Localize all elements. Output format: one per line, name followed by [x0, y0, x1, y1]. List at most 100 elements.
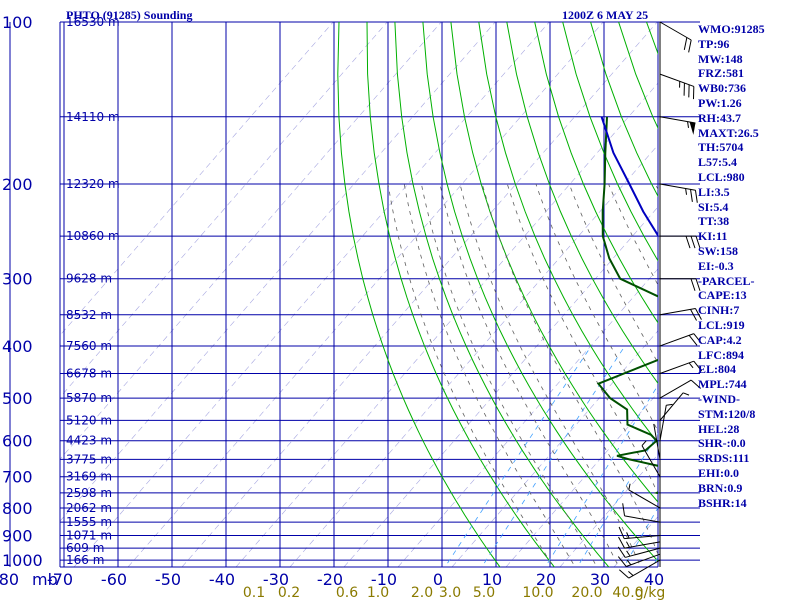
height-label: 166 m [66, 553, 104, 567]
wind-barb [659, 73, 695, 100]
moist-adiabat [459, 183, 642, 567]
station-title: PHTO (91285) Sounding [66, 8, 193, 22]
height-label: 8532 m [66, 308, 112, 322]
wind-barb-staff [659, 183, 696, 191]
pressure-tick-label: 1000 [2, 551, 43, 570]
height-label: 2062 m [66, 501, 112, 515]
index-value: SW:158 [698, 244, 739, 258]
dry-adiabat [478, 22, 658, 444]
vertical-gridlines [9, 22, 659, 567]
isotherm [289, 144, 658, 567]
temperature-tick-label: 40 [644, 570, 664, 589]
mixing-ratio-lines [444, 345, 658, 567]
height-labels: 16530 m 14110 m 12320 m 10860 m 9628 m 8532 m… [66, 15, 120, 567]
mixing-ratio-label: 3.0 [439, 585, 461, 600]
wind-barb [660, 278, 701, 291]
wind-barb-half [688, 362, 694, 369]
index-value: EI:-0.3 [698, 258, 734, 273]
moist-adiabat [535, 183, 658, 432]
pressure-tick-label: 200 [2, 175, 33, 194]
moist-adiabat [481, 183, 658, 556]
wind-barb-half [682, 392, 690, 396]
mixing-ratio-label: 5.0 [473, 585, 495, 600]
height-label: 16530 m [66, 15, 120, 29]
wind-barb-half [628, 571, 634, 576]
temperature-tick-label: 10 [482, 570, 502, 589]
index-value: MPL:744 [698, 377, 747, 392]
wind-barb [659, 392, 690, 421]
height-label: 10860 m [66, 229, 120, 243]
isotherm [127, 22, 604, 567]
mixing-ratio-line [576, 432, 658, 567]
index-value: SI:5.4 [698, 199, 729, 214]
temperature-tick-label: -20 [317, 570, 343, 589]
wind-barb-full [618, 526, 625, 539]
wind-barb-staff [628, 489, 661, 509]
mixing-ratio-label: 40.0 [612, 585, 643, 600]
wind-barb [659, 183, 698, 203]
wind-barb-full [622, 503, 626, 516]
moist-adiabat [403, 183, 576, 567]
index-value: BRN:0.9 [698, 480, 743, 495]
index-value: TH:5704 [698, 140, 744, 155]
dry-adiabat [450, 22, 658, 503]
moist-adiabat [506, 183, 658, 495]
wind-barb [617, 546, 661, 558]
wind-barb [659, 379, 701, 399]
x-axis-unit-label: mb [32, 570, 58, 589]
height-label: 1071 m [66, 528, 112, 542]
wind-barb-staff [653, 423, 661, 460]
pressure-tick-label: 300 [2, 270, 33, 289]
index-value: FRZ:581 [698, 66, 744, 81]
wind-barb-full [693, 360, 703, 372]
dry-adiabat [786, 22, 800, 572]
mixing-ratio-labels: 0.1 0.2 0.6 1.0 2.0 3.0 5.0 10.0 20.0 40.0g/kg [243, 585, 665, 600]
wind-barb-half [687, 121, 689, 128]
wind-barb [659, 403, 673, 441]
dry-adiabat [506, 22, 658, 385]
isotherm [73, 22, 550, 567]
wind-barb [628, 483, 661, 509]
height-label: 3169 m [66, 470, 112, 484]
temperature-axis-labels: mb -80 -70 -60 -50 -40 -30 -20 -10 0 10 20 30 40 [0, 570, 664, 589]
index-value: HEL:28 [698, 421, 740, 436]
pressure-tick-label: 900 [2, 526, 33, 545]
dry-adiabat [394, 22, 610, 567]
pressure-gridlines [59, 21, 700, 568]
wind-barb-staff [625, 547, 661, 558]
index-value: LCL:980 [698, 170, 745, 184]
wind-barb [619, 559, 661, 579]
temperature-tick-label: -50 [155, 570, 181, 589]
wind-barb [660, 235, 701, 249]
isotherm [451, 330, 658, 567]
wind-barb-half [666, 403, 673, 406]
wind-barb-full [685, 235, 691, 249]
wind-barb-full [694, 190, 698, 203]
isotherm [559, 454, 658, 567]
index-value: L57:5.4 [698, 155, 737, 170]
wind-barb-half [628, 483, 631, 491]
wind-barb-staff [659, 360, 694, 374]
index-value: LI:3.5 [698, 184, 730, 199]
wind-barb-column [617, 21, 703, 579]
moist-adiabat [439, 183, 620, 567]
wind-barb-half [641, 440, 647, 446]
wind-barb-staff [624, 534, 661, 540]
index-value: MW:148 [698, 51, 743, 66]
index-value: BSHR:14 [698, 495, 747, 510]
temperature-tick-label: -10 [371, 570, 397, 589]
index-value: -WIND- [698, 392, 740, 406]
moist-adiabat-lines [387, 183, 658, 567]
dry-adiabat [337, 22, 501, 567]
wind-barb [659, 21, 692, 53]
height-label: 609 m [66, 541, 104, 555]
mixing-ratio-label: 0.6 [336, 585, 358, 600]
wind-barb-full [617, 546, 626, 558]
dry-adiabat [758, 22, 800, 572]
index-value: CINH:7 [698, 303, 740, 318]
mixing-ratio-line [481, 345, 626, 567]
height-label: 9628 m [66, 272, 112, 286]
wind-barb [622, 503, 661, 523]
height-label: 14110 m [66, 110, 120, 124]
mixing-ratio-label: 1.0 [367, 585, 389, 600]
